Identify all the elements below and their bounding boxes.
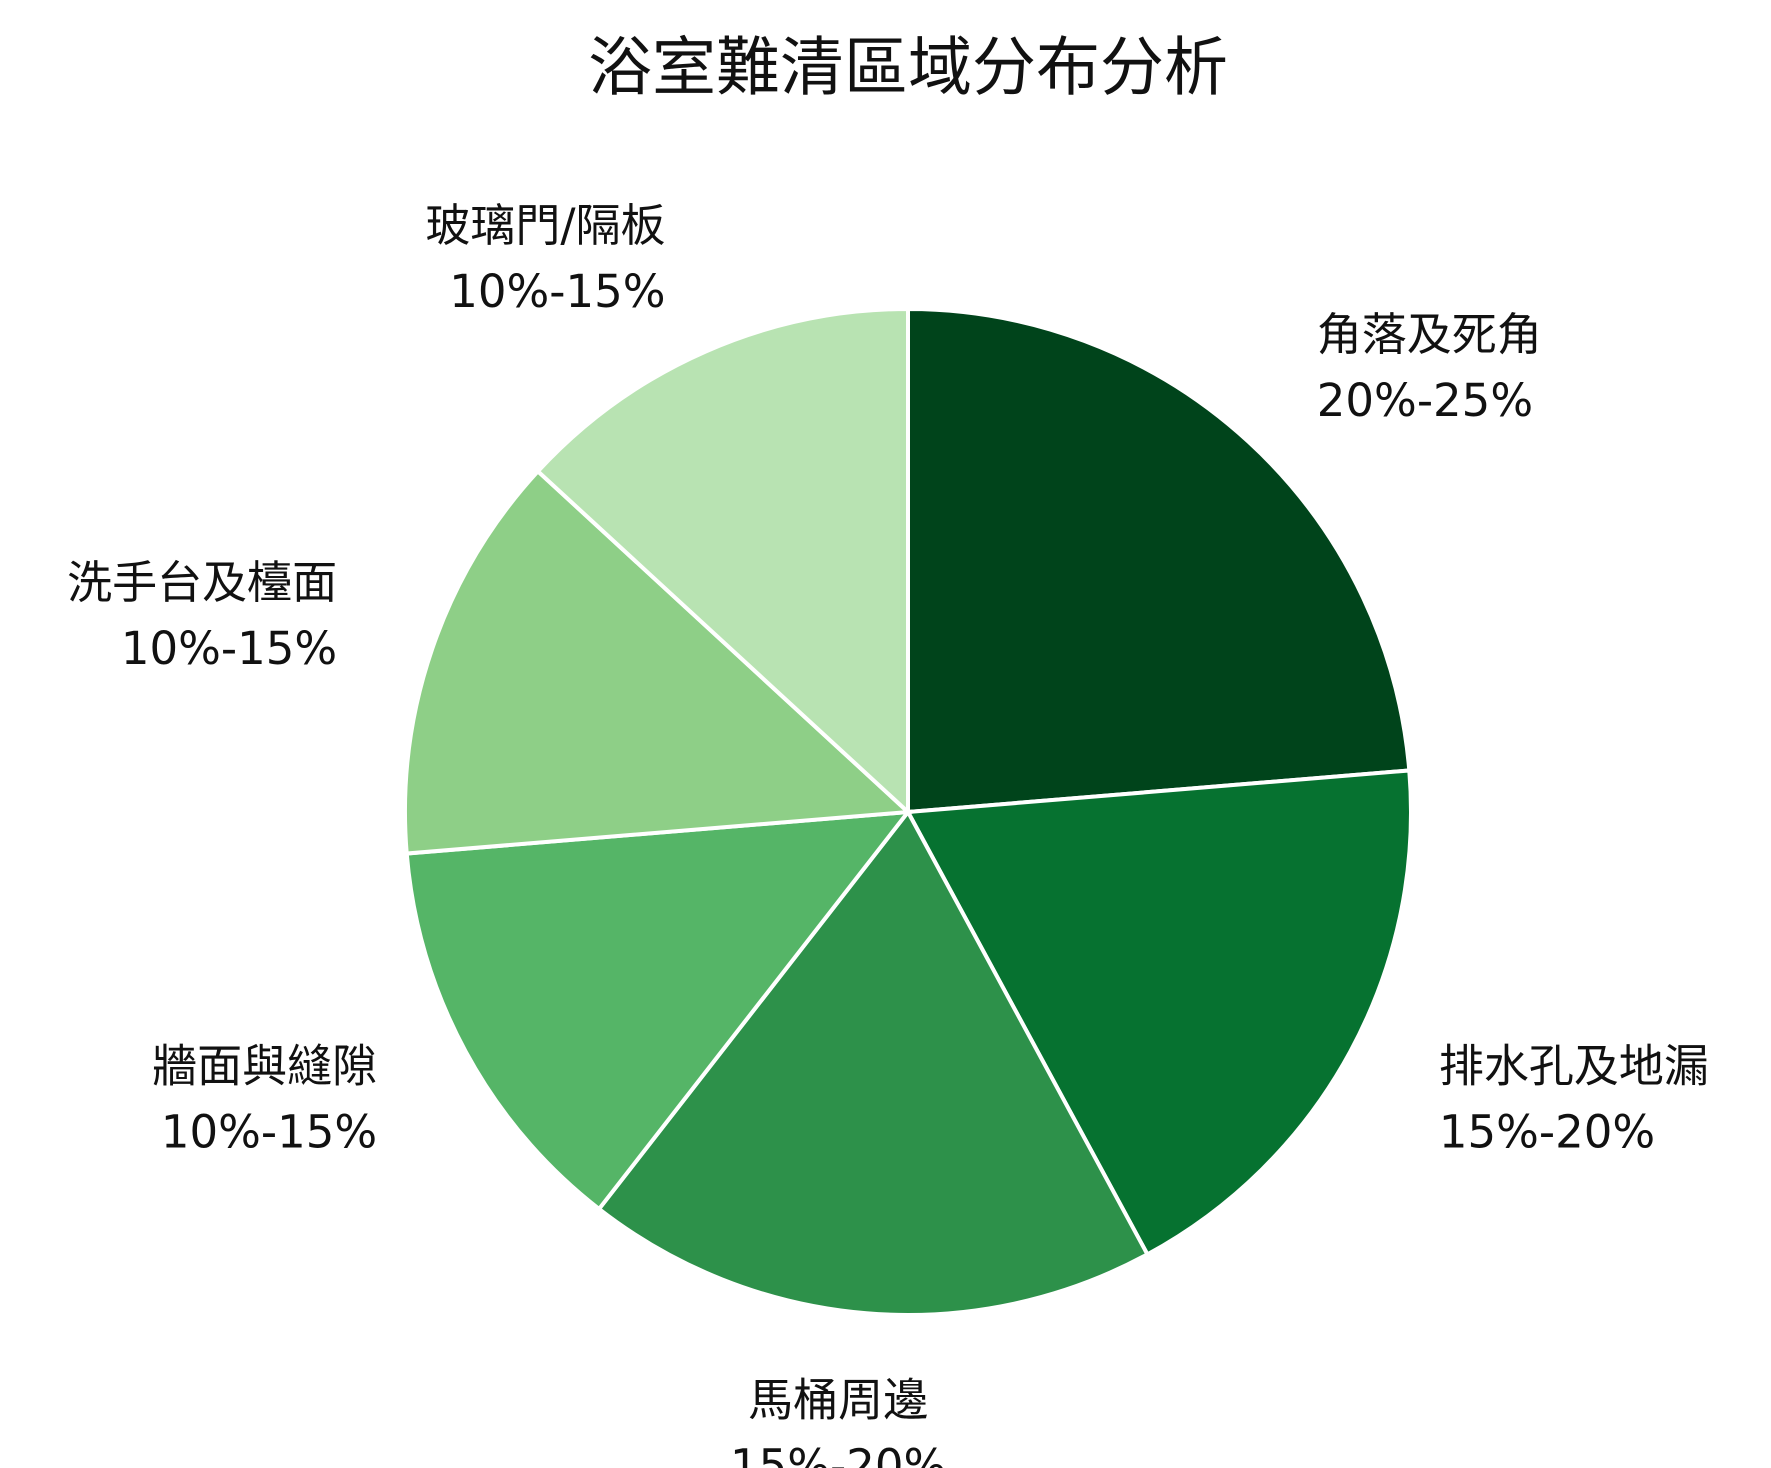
- slice-label: 牆面與縫隙: [152, 1039, 377, 1092]
- slice-value-label: 15%-20%: [1439, 1105, 1655, 1158]
- pie-slice: [596, 808, 1151, 1317]
- slice-label: 排水孔及地漏: [1439, 1039, 1709, 1092]
- pie-slice: [904, 768, 1413, 1258]
- pie-slice: [906, 306, 1412, 815]
- slice-value-label: 20%-25%: [1317, 374, 1533, 427]
- slice-label: 角落及死角: [1317, 308, 1542, 361]
- pie-slice: [535, 306, 910, 817]
- slice-label: 馬桶周邊: [748, 1374, 928, 1427]
- slice-value-label: 10%-15%: [449, 265, 665, 318]
- slice-label: 玻璃門/隔板: [425, 199, 665, 252]
- slice-value-label: 15%-20%: [730, 1440, 946, 1468]
- pie-slice: [404, 809, 913, 1212]
- slice-value-label: 10%-15%: [121, 622, 337, 675]
- slice-value-label: 10%-15%: [161, 1105, 377, 1158]
- pie-slice: [403, 468, 913, 856]
- slice-label: 洗手台及檯面: [67, 556, 337, 609]
- chart-title: 浴室難清區域分布分析: [588, 32, 1228, 106]
